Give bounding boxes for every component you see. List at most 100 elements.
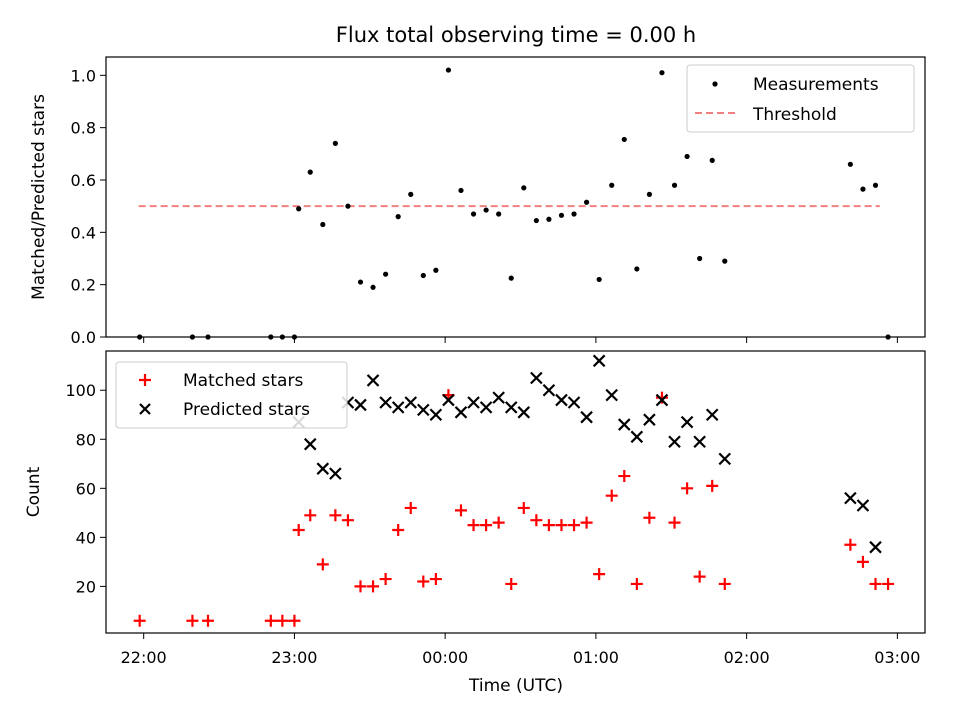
matched-star-point xyxy=(492,516,505,529)
measurement-point xyxy=(383,271,389,277)
x-tick-label: 00:00 xyxy=(422,648,468,667)
top-y-tick-label: 0.4 xyxy=(71,223,96,242)
measurement-point xyxy=(496,211,502,217)
measurement-point xyxy=(433,267,439,273)
x-tick-label: 01:00 xyxy=(573,648,619,667)
predicted-star-point xyxy=(618,418,631,431)
top-legend-box xyxy=(686,64,915,133)
matched-star-point xyxy=(505,577,518,590)
measurement-point xyxy=(659,70,665,76)
measurement-point xyxy=(847,161,853,167)
measurement-point xyxy=(470,211,477,217)
bottom-y-tick-label: 40 xyxy=(76,528,96,547)
matched-star-point xyxy=(542,519,555,532)
matched-star-point xyxy=(844,538,857,551)
matched-star-point xyxy=(643,511,656,524)
measurement-point xyxy=(722,258,728,264)
bottom-legend: Matched stars Predicted stars xyxy=(115,361,348,429)
matched-star-point xyxy=(467,519,480,532)
matched-star-point xyxy=(201,614,214,627)
matched-star-point xyxy=(706,479,719,492)
predicted-star-point xyxy=(391,401,405,414)
measurement-point xyxy=(320,221,326,228)
predicted-star-point xyxy=(454,406,468,419)
measurement-point xyxy=(508,275,514,281)
bottom-plot-frame xyxy=(105,350,926,634)
predicted-star-point xyxy=(404,396,418,409)
matched-star-point xyxy=(856,555,869,568)
predicted-star-point xyxy=(542,383,556,397)
top-y-tick-label: 1.0 xyxy=(71,66,96,85)
predicted-star-point xyxy=(705,408,719,422)
top-y-tick-label: 0.6 xyxy=(71,171,96,190)
matched-star-point xyxy=(580,516,593,529)
predicted-star-point xyxy=(655,393,669,407)
matched-star-point xyxy=(605,489,618,502)
predicted-star-point xyxy=(580,410,593,424)
predicted-star-point xyxy=(718,452,732,466)
chart-title: Flux total observing time = 0.00 h xyxy=(336,23,696,47)
matched-star-point xyxy=(668,516,681,529)
matched-star-point xyxy=(341,514,354,527)
matched-star-point xyxy=(882,577,895,590)
matched-star-point xyxy=(568,519,581,532)
matched-star-point xyxy=(655,391,668,404)
matched-star-point xyxy=(417,575,430,588)
measurement-point xyxy=(307,169,313,175)
predicted-star-point xyxy=(630,430,644,444)
legend-matched-marker xyxy=(139,374,151,386)
predicted-star-point xyxy=(366,374,380,387)
predicted-star-point xyxy=(530,371,543,385)
predicted-star-point xyxy=(354,398,367,412)
top-y-ticks: 0.0 0.2 0.4 0.6 0.8 1.0 xyxy=(71,66,106,347)
matched-star-point xyxy=(304,509,317,522)
predicted-star-point xyxy=(680,415,694,429)
measurement-point xyxy=(609,182,615,188)
measurement-point xyxy=(571,211,577,217)
matched-star-point xyxy=(517,501,530,514)
measurement-point xyxy=(872,182,879,188)
measurement-point xyxy=(621,136,627,143)
predicted-star-point xyxy=(517,406,531,419)
measurement-point xyxy=(521,185,527,191)
measurement-point xyxy=(420,272,426,279)
bottom-plot-marks xyxy=(133,354,895,627)
predicted-star-point xyxy=(429,408,443,422)
bottom-x-ticks: 22:00 23:00 00:00 01:00 02:00 03:00 xyxy=(121,633,920,667)
legend-measurements-marker xyxy=(712,81,718,87)
predicted-star-point xyxy=(329,467,342,480)
bottom-panel: 20 40 60 80 100 22:00 23:00 00:00 01:00 02:00 03:… xyxy=(24,350,926,696)
measurement-point xyxy=(558,212,565,218)
matched-star-point xyxy=(186,614,199,627)
predicted-star-point xyxy=(379,396,392,409)
matched-star-point xyxy=(630,577,643,590)
predicted-star-point xyxy=(479,401,493,414)
predicted-star-point xyxy=(417,403,430,417)
predicted-star-point xyxy=(303,437,317,451)
matched-star-point xyxy=(316,558,329,571)
top-plot-frame xyxy=(105,56,926,338)
bottom-y-tick-label: 100 xyxy=(65,381,96,400)
top-panel: 0.0 0.2 0.4 0.6 0.8 1.0 Matched/Predicted sta… xyxy=(29,56,926,347)
bottom-y-tick-label: 80 xyxy=(76,430,96,449)
measurement-point xyxy=(483,207,489,213)
top-legend: Measurements Threshold xyxy=(686,64,915,133)
matched-star-point xyxy=(480,519,493,532)
predicted-star-point xyxy=(442,393,455,407)
measurement-point xyxy=(296,206,302,212)
x-tick-label: 22:00 xyxy=(121,648,167,667)
measurement-point xyxy=(860,186,866,192)
x-tick-label: 23:00 xyxy=(271,648,317,667)
bottom-y-ticks: 20 40 60 80 100 xyxy=(65,381,106,596)
top-y-tick-label: 0.0 xyxy=(71,328,96,347)
legend-predicted-label: Predicted stars xyxy=(183,400,310,420)
matched-star-point xyxy=(367,580,380,593)
measurement-point xyxy=(709,157,715,163)
measurement-point xyxy=(583,199,590,205)
legend-predicted-marker xyxy=(139,403,151,415)
measurement-point xyxy=(684,153,690,160)
predicted-star-point xyxy=(693,435,706,449)
matched-star-point xyxy=(379,573,392,586)
matched-star-point xyxy=(593,568,606,581)
